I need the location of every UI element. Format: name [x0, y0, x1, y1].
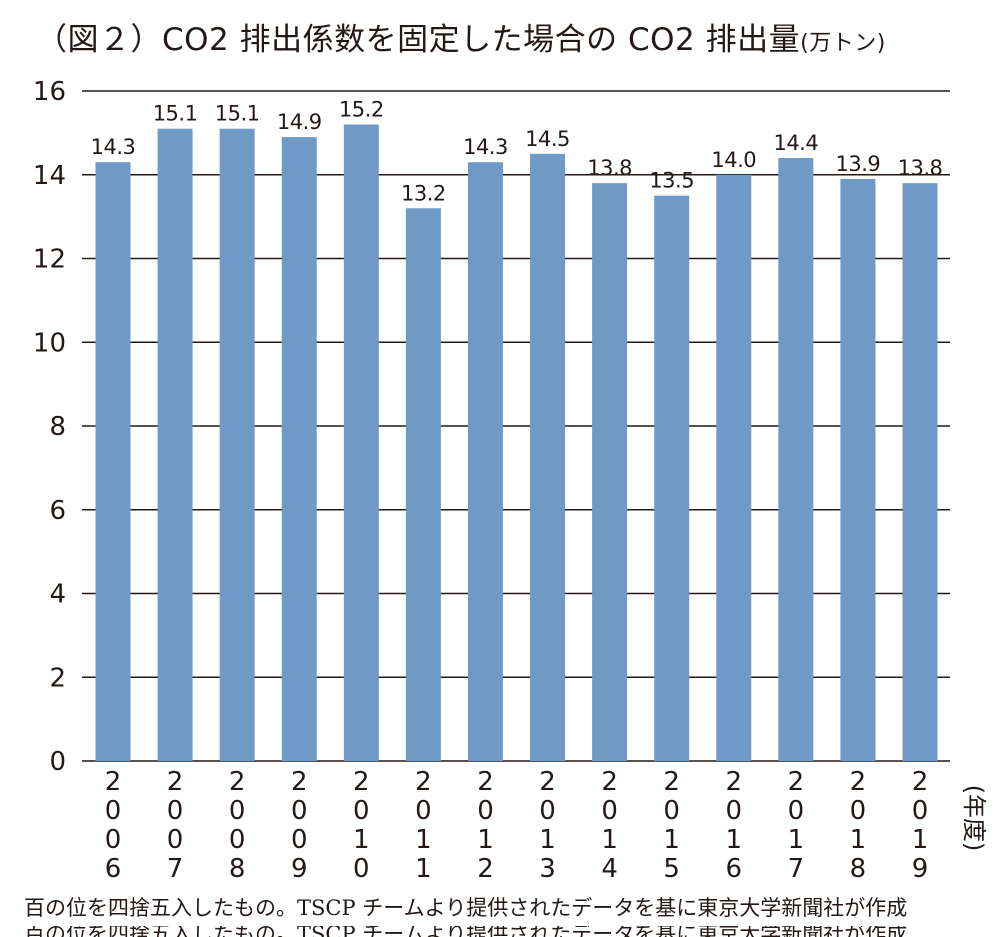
- data-label: 13.8: [898, 156, 943, 180]
- bar: [840, 178, 876, 761]
- y-tick-label: 12: [33, 245, 66, 275]
- chart-title: （図２）CO2 排出係数を固定した場合の CO2 排出量(万トン): [36, 14, 886, 59]
- y-tick-label: 16: [33, 77, 66, 107]
- bar: [95, 162, 131, 761]
- bar-chart: 0 2 4 6 8 10 12 14 16 14.3 2 0 0 6 15.1 2 0 0 7 15.1 2 0 0 8 14.…: [33, 77, 988, 884]
- bar: [467, 162, 503, 761]
- bar: [592, 183, 628, 761]
- data-label: 14.3: [463, 135, 508, 159]
- bar: [778, 158, 814, 761]
- bar: [530, 153, 566, 761]
- data-label: 15.1: [153, 102, 198, 126]
- data-label: 15.2: [339, 98, 384, 122]
- data-label: 14.0: [711, 148, 756, 172]
- data-label: 14.4: [773, 131, 818, 155]
- data-label: 13.5: [649, 169, 694, 193]
- data-label: 14.3: [91, 135, 136, 159]
- x-unit-label: (年度): [960, 785, 988, 852]
- bar: [219, 128, 255, 761]
- data-label: 13.2: [401, 181, 446, 205]
- bar: [902, 183, 938, 761]
- cutoff-text: 百の位を四捨五入したもの。TSCP チームより提供されたデータを基に東京大学新聞…: [24, 926, 1000, 937]
- y-tick-label: 4: [49, 580, 66, 610]
- data-label: 14.9: [277, 110, 322, 134]
- bar: [405, 208, 441, 761]
- y-tick-label: 14: [33, 161, 66, 191]
- y-tick-label: 2: [49, 663, 66, 693]
- data-label: 15.1: [215, 102, 260, 126]
- data-label: 14.5: [525, 127, 570, 151]
- bar: [281, 137, 317, 761]
- y-tick-label: 0: [49, 747, 66, 777]
- cutoff-text-line: 百の位を四捨五入したもの。TSCP チームより提供されたデータを基に東京大学新聞…: [0, 926, 1000, 937]
- bar: [654, 195, 690, 761]
- bar: [716, 174, 752, 761]
- bar: [157, 128, 193, 761]
- y-tick-label: 6: [49, 496, 66, 526]
- chart-title-main: （図２）CO2 排出係数を固定した場合の CO2 排出量: [36, 22, 801, 58]
- bar: [343, 124, 379, 761]
- data-label: 13.9: [836, 152, 881, 176]
- y-tick-label: 8: [49, 412, 66, 442]
- source-note: 百の位を四捨五入したもの。TSCP チームより提供されたデータを基に東京大学新聞…: [24, 896, 908, 920]
- y-tick-label: 10: [33, 328, 66, 358]
- data-label: 13.8: [587, 156, 632, 180]
- y-unit-label: (万トン): [800, 31, 886, 56]
